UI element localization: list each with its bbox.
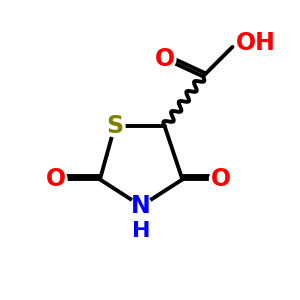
Circle shape xyxy=(154,47,176,70)
Text: O: O xyxy=(155,47,175,71)
Circle shape xyxy=(104,116,125,137)
Circle shape xyxy=(209,168,232,190)
Text: N: N xyxy=(131,194,151,218)
Text: O: O xyxy=(46,167,66,191)
Circle shape xyxy=(131,196,152,216)
Text: OH: OH xyxy=(236,31,275,55)
Circle shape xyxy=(45,168,67,190)
Text: S: S xyxy=(106,114,123,138)
Text: O: O xyxy=(211,167,231,191)
Text: H: H xyxy=(132,221,150,241)
